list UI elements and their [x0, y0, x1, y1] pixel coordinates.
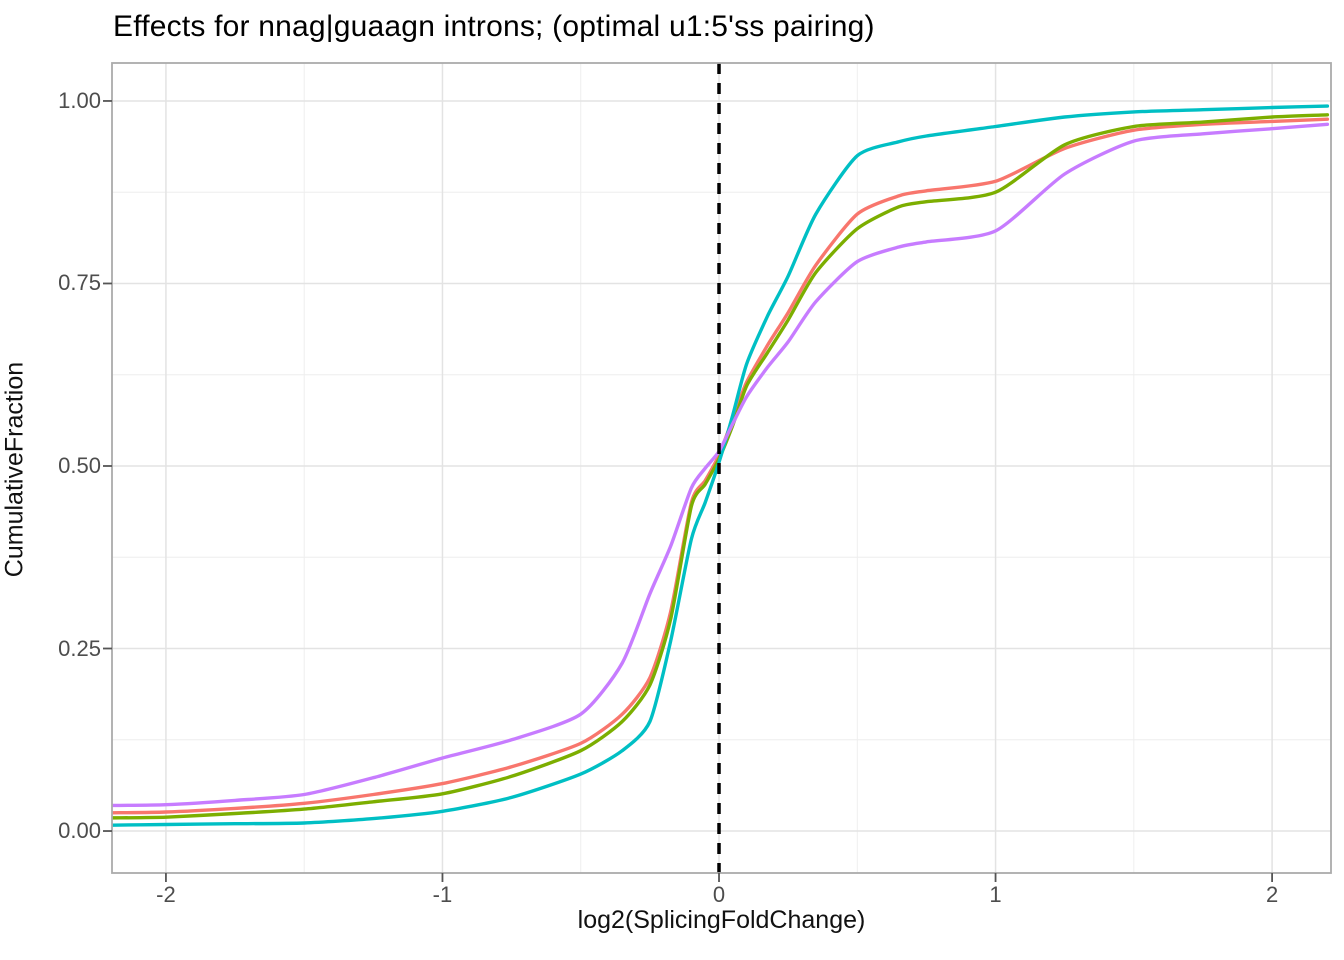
x-tick-label: 2 — [1265, 882, 1279, 907]
purple-curve — [112, 122, 1330, 808]
x-tick-label: -1 — [432, 882, 453, 907]
y-tick-label: 0.25 — [58, 635, 101, 661]
y-tick-label: 1.00 — [58, 87, 101, 113]
x-tick-label: 0 — [712, 882, 726, 907]
teal-curve — [112, 104, 1330, 827]
x-axis-title: log2(SplicingFoldChange) — [577, 906, 866, 934]
panel-background — [112, 63, 1331, 873]
y-axis-title: CumulativeFraction — [0, 361, 29, 578]
y-tick-label: 0.00 — [58, 818, 101, 844]
panel-border — [111, 62, 1332, 874]
y-tick-label: 0.50 — [58, 452, 101, 478]
x-tick-label: -2 — [156, 882, 176, 907]
plot-title: Effects for nnag|guaagn introns; (optima… — [113, 10, 875, 43]
y-tick-label: 0.75 — [58, 270, 101, 296]
x-tick-label: 1 — [989, 882, 1002, 907]
